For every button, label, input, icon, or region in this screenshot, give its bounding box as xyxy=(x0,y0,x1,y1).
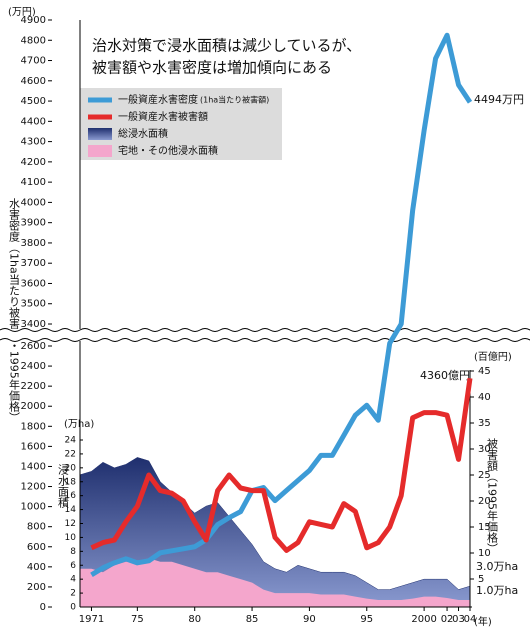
y3-tick-label: 8 xyxy=(70,547,76,557)
y-tick-label: 0 xyxy=(40,602,46,613)
x-tick-label: 1971 xyxy=(79,614,104,625)
y-tick-label: 4700 xyxy=(21,56,46,67)
legend-label: 総浸水面積 xyxy=(118,127,168,140)
y-tick-label: 3900 xyxy=(21,218,46,229)
y2-unit: (百億円) xyxy=(474,350,512,363)
y2-tick-label: 45 xyxy=(478,366,491,377)
y-tick-label: 1000 xyxy=(21,502,46,513)
x-tick-label: 85 xyxy=(246,614,259,625)
y-tick-label: 2400 xyxy=(21,361,46,372)
legend-note: (1ha当たり被害額) xyxy=(200,95,269,105)
y-tick-label: 4600 xyxy=(21,76,46,87)
y-tick-label: 4900 xyxy=(21,15,46,26)
y-tick-label: 3500 xyxy=(21,299,46,310)
x-tick-label: 80 xyxy=(188,614,201,625)
y3-tick-label: 0 xyxy=(70,603,76,613)
y-tick-label: 3400 xyxy=(21,319,46,330)
y-tick-label: 4200 xyxy=(21,157,46,168)
y-unit: (万円) xyxy=(8,7,36,18)
y3-tick-label: 12 xyxy=(65,519,76,529)
x-tick-label: 2000 xyxy=(411,614,436,625)
annotation: 1.0万ha xyxy=(476,584,518,597)
y-tick-label: 3700 xyxy=(21,258,46,269)
legend-box xyxy=(80,88,282,160)
y3-tick-label: 24 xyxy=(65,436,77,446)
y-tick-label: 200 xyxy=(27,582,46,593)
y-tick-label: 400 xyxy=(27,562,46,573)
plot xyxy=(79,457,471,608)
y-tick-label: 800 xyxy=(27,522,46,533)
legend-label: 一般資産水害密度 xyxy=(118,93,198,106)
y2-title: 被害額（1995年価格） xyxy=(486,438,499,554)
y3-tick-label: 10 xyxy=(65,533,77,543)
y-tick-label: 4400 xyxy=(21,116,46,127)
y3-tick-label: 22 xyxy=(65,449,76,459)
chart-title: 被害額や水害密度は増加傾向にある xyxy=(92,59,332,77)
x-tick-label: 03 xyxy=(452,614,465,625)
y3-tick-label: 2 xyxy=(70,589,76,599)
y3-tick-label: 14 xyxy=(65,505,77,515)
y-tick-label: 4100 xyxy=(21,177,46,188)
legend-swatch xyxy=(88,128,112,140)
y-tick-label: 2000 xyxy=(21,401,46,412)
legend-swatch xyxy=(88,145,112,157)
y-tick-label: 1800 xyxy=(21,421,46,432)
x-unit: (年) xyxy=(474,615,492,628)
break-line xyxy=(0,338,530,342)
y-tick-label: 2200 xyxy=(21,381,46,392)
y3-unit: (万ha) xyxy=(64,419,94,430)
y3-tick-label: 16 xyxy=(65,491,77,501)
y3-title: 浸水面積 xyxy=(57,464,70,509)
chart-title: 治水対策で浸水面積は減少しているが、 xyxy=(92,37,361,55)
area xyxy=(80,558,470,607)
y-tick-label: 4000 xyxy=(21,197,46,208)
y-tick-label: 600 xyxy=(27,542,46,553)
y2-tick-label: 10 xyxy=(478,548,491,559)
y2-tick-label: 40 xyxy=(478,392,491,403)
y-tick-label: 1200 xyxy=(21,482,46,493)
y3-tick-label: 18 xyxy=(65,477,77,487)
line xyxy=(90,32,473,578)
y-tick-label: 3800 xyxy=(21,238,46,249)
y-tick-label: 1600 xyxy=(21,441,46,452)
annotation: 4360億円 xyxy=(420,369,470,382)
y3-tick-label: 6 xyxy=(70,561,76,571)
line xyxy=(90,377,473,553)
y2-tick-label: 35 xyxy=(478,418,491,429)
y-tick-label: 4300 xyxy=(21,137,46,148)
x-tick-label: 75 xyxy=(131,614,144,625)
x-tick-label: 04 xyxy=(464,614,477,625)
annotation: 3.0万ha xyxy=(476,560,518,573)
y-tick-label: 4800 xyxy=(21,35,46,46)
y-tick-label: 3600 xyxy=(21,278,46,289)
y2-tick-label: 30 xyxy=(478,444,491,455)
y-title: 水害密度（1ha当たり被害額・1995年価格） xyxy=(8,198,21,423)
legend-label: 宅地・その他浸水面積 xyxy=(118,144,218,157)
y2-tick-label: 25 xyxy=(478,470,491,481)
y-tick-label: 1400 xyxy=(21,461,46,472)
y2-tick-label: 20 xyxy=(478,496,491,507)
x-tick-label: 02 xyxy=(441,614,454,625)
y2-tick-label: 15 xyxy=(478,522,491,533)
x-tick-label: 95 xyxy=(360,614,373,625)
y3-tick-label: 20 xyxy=(65,463,77,473)
y3-tick-label: 4 xyxy=(70,575,76,585)
y-tick-label: 2600 xyxy=(21,341,46,352)
y2-tick-label: 5 xyxy=(478,574,484,585)
break-line xyxy=(0,328,530,332)
x-tick-label: 90 xyxy=(303,614,316,625)
annotation: 4494万円 xyxy=(474,93,524,106)
legend-label: 一般資産水害被害額 xyxy=(118,110,208,123)
y-tick-label: 4500 xyxy=(21,96,46,107)
